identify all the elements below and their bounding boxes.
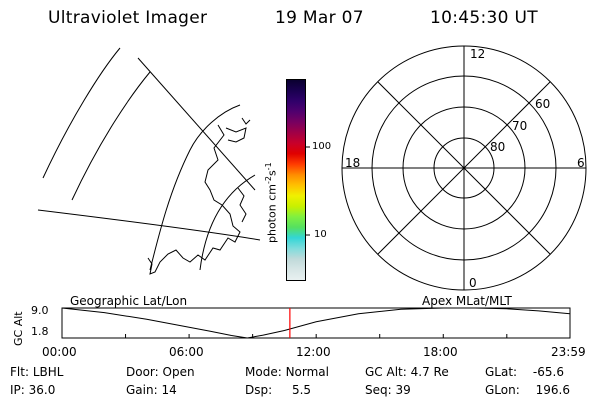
chart-ytick-min: 1.8: [31, 325, 49, 338]
map-latitude-arc-inner: [149, 104, 241, 271]
polar-label-18: 18: [345, 156, 361, 170]
status-glat: GLat: -65.6: [485, 365, 564, 379]
chart-left-label: Geographic Lat/Lon: [70, 294, 188, 308]
altitude-line: [61, 307, 571, 339]
status-mode: Mode: Normal: [245, 365, 329, 379]
status-glon: GLon: 196.6: [485, 383, 570, 397]
chart-xtick-1200: 12:00: [296, 345, 331, 359]
map-latitude-arc-outer: [42, 47, 121, 179]
colorbar-tick-100: 100: [312, 141, 332, 152]
status-ip: IP: 36.0: [10, 383, 56, 397]
polar-label-0: 0: [469, 276, 477, 290]
polar-label-80: 80: [490, 140, 506, 154]
chart-frame: [61, 307, 571, 339]
colorbar-tick-10: 10: [314, 229, 327, 240]
chart-xtick-0600: 06:00: [169, 345, 204, 359]
map-meridian-1: [137, 57, 256, 191]
map-meridian-2: [37, 209, 261, 241]
status-seq: Seq: 39: [365, 383, 411, 397]
chart-xtick-2359: 23:59: [551, 345, 586, 359]
polar-label-60: 60: [535, 97, 551, 111]
status-door: Door: Open: [126, 365, 195, 379]
chart-xtick-0000: 00:00: [42, 345, 77, 359]
status-gain: Gain: 14: [126, 383, 177, 397]
instrument-title: Ultraviolet Imager: [48, 8, 208, 28]
observation-time: 10:45:30 UT: [430, 8, 538, 28]
status-dsp: Dsp: 5.5: [245, 383, 312, 397]
colorbar: [286, 79, 306, 281]
map-latitude-arc-middle: [71, 71, 151, 201]
polar-diagonal-2: [377, 81, 551, 255]
observation-date: 19 Mar 07: [275, 8, 364, 28]
chart-ytick-max: 9.0: [31, 304, 49, 317]
polar-label-12: 12: [470, 47, 486, 61]
polar-label-70: 70: [512, 119, 528, 133]
chart-right-label: Apex MLat/MLT: [422, 294, 512, 308]
status-gc-alt: GC Alt: 4.7 Re: [365, 365, 449, 379]
polar-label-6: 6: [577, 156, 585, 170]
chart-xtick-1800: 18:00: [423, 345, 458, 359]
map-coastline: [147, 117, 251, 275]
status-filter: Flt: LBHL: [10, 365, 64, 379]
